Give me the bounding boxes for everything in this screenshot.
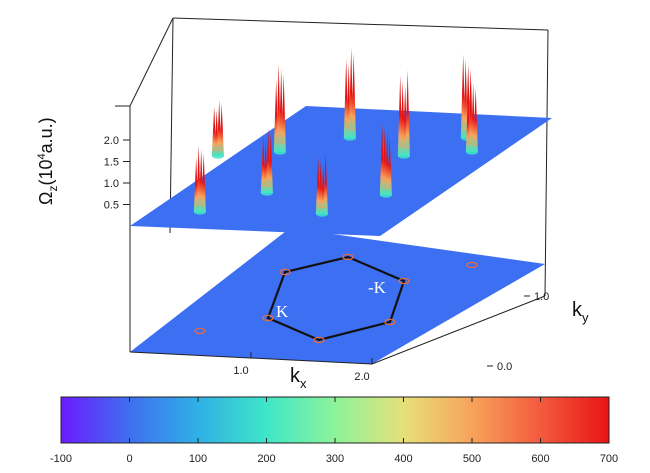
colorbar-tick-label: 700 xyxy=(600,453,618,465)
curvature-peak xyxy=(211,100,224,159)
curvature-peak xyxy=(193,145,206,215)
projection-ring xyxy=(466,261,478,269)
curvature-peak xyxy=(343,47,356,141)
projection-rings xyxy=(194,253,478,344)
projection-ring xyxy=(342,253,354,261)
colorbar-tick-label: -100 xyxy=(50,453,72,465)
x-tick-label: 1.0 xyxy=(233,365,248,377)
curvature-peak xyxy=(397,70,410,159)
z-tick-label: 1.0 xyxy=(104,178,119,190)
colorbar-ticks: -100 0 100 200 300 400 500 600 700 xyxy=(50,397,618,465)
z-tick-label: 2.0 xyxy=(104,135,119,147)
x-axis-label: kx xyxy=(290,365,307,391)
y-axis-ticks: 0.0 1.0 xyxy=(487,291,549,373)
colorbar-tick-label: 200 xyxy=(257,453,275,465)
projection-ring xyxy=(262,314,274,322)
curvature-peak xyxy=(315,153,328,217)
projection-ring xyxy=(398,277,410,285)
colorbar-tick-label: 500 xyxy=(463,453,481,465)
projection-ring xyxy=(384,318,396,326)
bottom-plane xyxy=(130,228,545,364)
colorbar-tick-label: 100 xyxy=(189,453,207,465)
projection-ring xyxy=(194,327,206,335)
colorbar-tick-label: 400 xyxy=(394,453,412,465)
curvature-peaks xyxy=(193,47,478,217)
curvature-peak xyxy=(465,78,478,155)
y-tick-label: 1.0 xyxy=(534,291,549,303)
projection-ring xyxy=(279,268,291,276)
brillouin-zone-hexagon xyxy=(266,255,406,342)
y-tick-label: 0.0 xyxy=(497,361,512,373)
z-tick-label: 1.5 xyxy=(104,157,119,169)
box-back-edges xyxy=(169,17,549,297)
curvature-peak xyxy=(273,63,286,155)
minus-k-point-label: -K xyxy=(368,278,387,297)
surface-plane xyxy=(130,106,552,236)
x-axis-ticks: 1.0 2.0 xyxy=(233,352,373,383)
colorbar-tick-label: 300 xyxy=(326,453,344,465)
curvature-peak xyxy=(260,128,273,196)
y-axis-label: ky xyxy=(572,299,589,325)
curvature-peak xyxy=(379,124,392,198)
z-axis-label: Ωz(104a.u.) xyxy=(36,117,60,205)
z-axis-ticks: 0.5 1.0 1.5 2.0 xyxy=(104,135,130,212)
z-tick-label: 0.5 xyxy=(104,200,119,212)
colorbar xyxy=(60,396,610,444)
projection-ring xyxy=(313,336,325,344)
colorbar-tick-label: 0 xyxy=(126,453,132,465)
x-tick-label: 2.0 xyxy=(354,371,369,383)
colorbar-tick-label: 600 xyxy=(531,453,549,465)
k-point-label: K xyxy=(276,302,289,321)
